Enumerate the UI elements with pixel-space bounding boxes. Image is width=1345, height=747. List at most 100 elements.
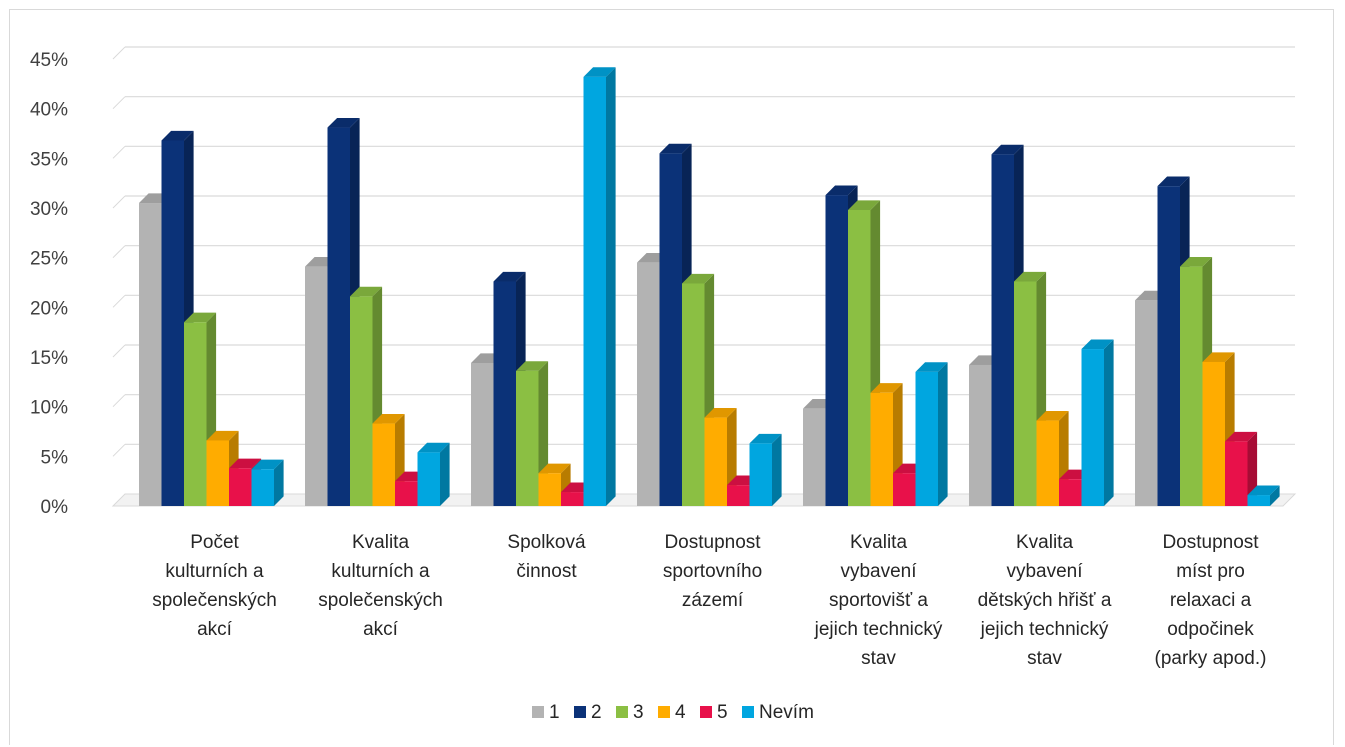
bar-top: [1247, 485, 1280, 496]
category-label-line: společenských: [152, 590, 277, 611]
bar: [749, 433, 782, 506]
legend-label: 5: [717, 702, 728, 723]
bar-top: [251, 459, 284, 470]
category-label-line: míst pro: [1176, 561, 1245, 582]
category-label-line: zázemí: [682, 590, 744, 611]
bar-front: [229, 468, 252, 506]
category-label-line: akcí: [197, 619, 233, 640]
bar-top: [206, 430, 239, 441]
bar-front: [1225, 441, 1248, 506]
bar: [251, 459, 284, 506]
bar-front: [1059, 479, 1082, 506]
category-label-line: (parky apod.): [1155, 648, 1267, 669]
bar-top: [870, 383, 903, 393]
legend-swatch: [574, 706, 586, 718]
bar-front: [969, 364, 992, 506]
bar-front: [583, 76, 606, 506]
bar-front: [493, 281, 516, 506]
category-label-line: sportovního: [663, 561, 762, 582]
bar-side: [1247, 431, 1258, 506]
y-tick-label: 20%: [30, 298, 68, 319]
bar-front: [848, 209, 871, 506]
category-label-line: sportovišť a: [829, 590, 928, 611]
bar-front: [1247, 495, 1270, 506]
bar-top: [1081, 339, 1114, 350]
y-tick-label: 0%: [41, 497, 69, 518]
category-label-line: relaxaci a: [1170, 590, 1252, 611]
y-tick-label: 5%: [41, 447, 69, 468]
bar-front: [870, 392, 893, 506]
category-label-line: jejich technický: [980, 619, 1109, 640]
category-label-line: Kvalita: [850, 532, 907, 553]
category-label-line: kulturních a: [165, 561, 264, 582]
bar-top: [848, 200, 881, 210]
bar-top: [583, 67, 616, 77]
bar-front: [1202, 361, 1225, 506]
bar-front: [727, 485, 750, 506]
bar-front: [1157, 186, 1180, 506]
bar-front: [184, 322, 207, 506]
gridline-side: [112, 344, 126, 358]
category-label-line: Dostupnost: [1162, 532, 1259, 553]
bar-front: [991, 154, 1014, 507]
bar-top: [1180, 257, 1213, 267]
category-label-line: Počet: [190, 532, 239, 553]
bar-front: [825, 195, 848, 506]
bar-front: [893, 473, 916, 506]
legend-label: 3: [633, 702, 644, 723]
bar-top: [327, 117, 360, 128]
category-label-line: vybavení: [840, 561, 917, 582]
x-axis: Počet kulturních a společenských akcí Kvalit…: [152, 532, 1266, 669]
category-label-line: stav: [861, 648, 896, 669]
bar-side: [772, 433, 782, 506]
category-label-line: odpočinek: [1167, 619, 1254, 640]
bar-front: [417, 452, 440, 506]
bar-top: [538, 463, 571, 474]
category-label: Kvalita vybavení dětských hřišť a jejich te…: [978, 532, 1112, 669]
legend-swatch: [616, 706, 628, 718]
category-label-line: stav: [1027, 648, 1062, 669]
category-label-line: činnost: [516, 561, 577, 582]
bar-front: [161, 140, 184, 506]
category-label-line: kulturních a: [331, 561, 430, 582]
bar-front: [915, 371, 938, 506]
y-tick-label: 10%: [30, 398, 68, 419]
bar-front: [350, 296, 373, 506]
bar-top: [184, 312, 217, 323]
bar-top: [372, 413, 405, 424]
bar-front: [1135, 300, 1158, 506]
bar: [583, 67, 616, 506]
bar-top: [229, 458, 262, 469]
gridline-side: [112, 245, 126, 259]
bar-front: [516, 370, 539, 506]
category-label: Kvalita vybavení sportovišť a jejich techni…: [814, 532, 943, 669]
legend-label: Nevím: [759, 702, 814, 723]
bar-side: [274, 459, 284, 506]
category-label: Spolková činnost: [507, 532, 586, 582]
category-label-line: jejich technický: [814, 619, 943, 640]
legend-swatch: [700, 706, 712, 718]
category-label-line: Kvalita: [1016, 532, 1073, 553]
bar-top: [1157, 176, 1190, 187]
bar-top: [1014, 271, 1047, 282]
bar-top: [659, 143, 692, 154]
gridline-side: [112, 443, 126, 457]
bar-front: [749, 443, 772, 506]
gridline-side: [112, 394, 126, 408]
bar: [704, 407, 737, 506]
bar-front: [139, 203, 162, 507]
gridline-side: [112, 195, 126, 209]
bars: [139, 67, 1280, 507]
category-label-line: akcí: [363, 619, 399, 640]
bar-top: [1036, 410, 1069, 421]
gridline-side: [112, 145, 126, 159]
bar-front: [1014, 281, 1037, 506]
bar-top: [516, 361, 549, 371]
y-tick-label: 30%: [30, 199, 68, 220]
bar-front: [1180, 266, 1203, 506]
bar-front: [251, 469, 274, 506]
bar-front: [395, 481, 418, 506]
bar: [1081, 339, 1114, 506]
gridline-side: [112, 96, 126, 110]
category-label-line: Dostupnost: [664, 532, 761, 553]
